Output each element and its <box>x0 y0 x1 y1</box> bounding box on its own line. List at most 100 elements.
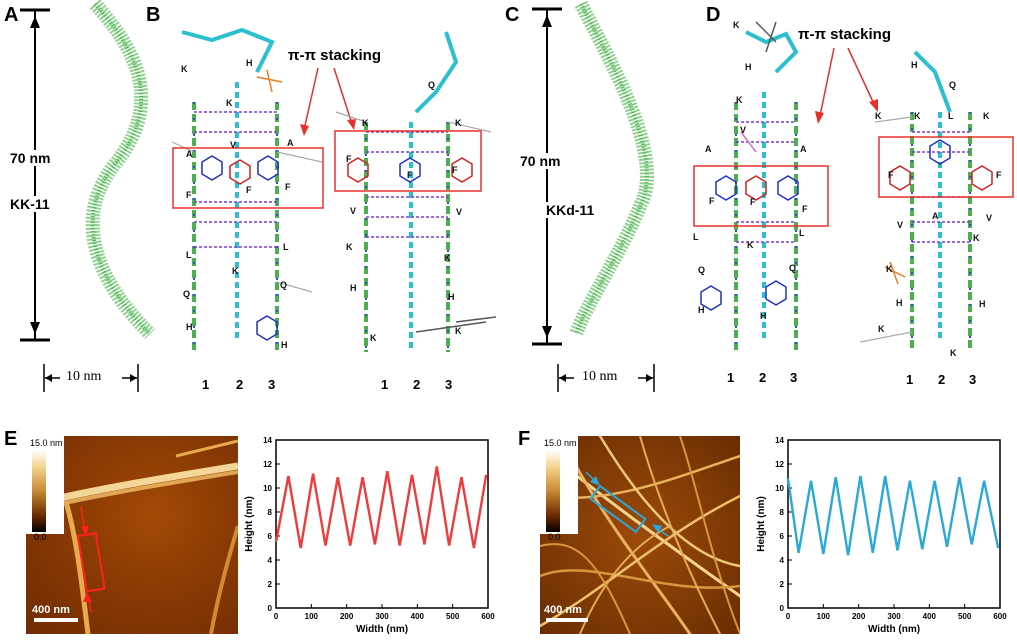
y-tick-label: 4 <box>780 556 785 565</box>
scale-bar-label: 400 nm <box>32 604 70 616</box>
residue-label: F <box>888 170 894 180</box>
x-tick-label: 300 <box>887 612 901 621</box>
residue-label: Q <box>428 80 436 90</box>
afm-image-e: 15.0 nm 0.0 400 nm <box>26 436 238 634</box>
x-tick-label: 500 <box>958 612 972 621</box>
height-profile-line <box>274 466 488 549</box>
strand-number: 2 <box>236 377 244 392</box>
x-tick-label: 400 <box>411 612 425 621</box>
residue-label: K <box>950 348 957 358</box>
y-tick-label: 12 <box>263 460 272 469</box>
residue-label: K <box>878 324 885 334</box>
residue-label: K <box>362 118 369 128</box>
strand-number: 2 <box>938 372 946 387</box>
highlight-box-b-left <box>172 147 324 209</box>
height-profile-line <box>786 475 1000 556</box>
residue-label: V <box>230 140 237 150</box>
y-axis-label: Height (nm) <box>244 496 255 552</box>
residue-label: H <box>745 62 752 72</box>
panel-letter-c: C <box>505 4 520 26</box>
strand-number: 1 <box>906 372 914 387</box>
residue-label: F <box>246 185 252 195</box>
residue-label: A <box>186 149 193 159</box>
residue-label: H <box>698 305 705 315</box>
residue-label: V <box>897 220 904 230</box>
y-tick-label: 14 <box>263 436 272 445</box>
x-tick-label: 0 <box>786 612 791 621</box>
residue-label: K <box>455 118 462 128</box>
residue-label: H <box>186 322 193 332</box>
x-tick-label: 600 <box>481 612 495 621</box>
residue-label: V <box>740 125 747 135</box>
strand-number: 1 <box>202 377 210 392</box>
y-tick-label: 14 <box>775 436 784 445</box>
highlight-box-b-right <box>334 130 482 192</box>
y-tick-label: 6 <box>780 532 785 541</box>
highlight-box-d-right <box>878 136 1014 198</box>
strand-number: 3 <box>268 377 276 392</box>
residue-label: L <box>693 232 699 242</box>
residue-label: K <box>875 111 882 121</box>
strand-number: 1 <box>381 377 389 392</box>
y-tick-label: 0 <box>268 604 273 613</box>
panel-letter-f: F <box>518 428 531 450</box>
peptide-structure-b-right <box>335 31 497 352</box>
residue-label: F <box>285 182 291 192</box>
y-axis-label: Height (nm) <box>756 496 767 552</box>
colorbar-max-label: 15.0 nm <box>30 438 63 448</box>
residue-label: K <box>973 233 980 243</box>
x-tick-label: 200 <box>852 612 866 621</box>
residue-label: H <box>896 298 903 308</box>
residue-label: F <box>346 154 352 164</box>
peptide-structure-d-right <box>859 50 993 352</box>
colorbar-max-label: 15.0 nm <box>544 438 577 448</box>
y-tick-label: 6 <box>268 532 273 541</box>
residue-label: K <box>886 264 893 274</box>
residue-label: Q <box>949 80 957 90</box>
residue-label: F <box>709 196 715 206</box>
height-profile-chart-f: 0 100 200 300 400 500 600 0 2 4 6 8 10 12 14 Width (nm)… <box>756 436 1007 635</box>
residue-label: A <box>932 211 939 221</box>
y-tick-label: 8 <box>780 508 785 517</box>
fibril-name-c: KKd-11 <box>546 202 595 218</box>
residue-label: H <box>448 292 455 302</box>
colorbar-e <box>26 436 64 534</box>
y-tick-label: 2 <box>780 580 785 589</box>
peptide-structure-d-left <box>700 21 799 352</box>
y-tick-label: 2 <box>268 580 273 589</box>
strand-number: 3 <box>790 370 798 385</box>
residue-label: L <box>186 250 192 260</box>
y-tick-label: 12 <box>775 460 784 469</box>
fibril-model-c <box>569 0 654 337</box>
height-profile-chart-e: 0 100 200 300 400 500 600 0 2 4 6 8 10 12 14 Width (nm)… <box>244 436 495 635</box>
residue-label: F <box>186 190 192 200</box>
residue-label: H <box>246 58 253 68</box>
residue-label: A <box>287 138 294 148</box>
residue-label: K <box>733 20 740 30</box>
x-tick-label: 0 <box>274 612 279 621</box>
x-tick-label: 600 <box>993 612 1007 621</box>
strand-number: 1 <box>727 370 735 385</box>
residue-label: H <box>350 283 357 293</box>
panel-letter-b: B <box>146 4 161 26</box>
residue-label: K <box>181 64 188 74</box>
strand-number: 2 <box>759 370 767 385</box>
width-arrow-c <box>557 364 655 392</box>
residue-label: H <box>911 60 918 70</box>
scale-bar-label: 400 nm <box>544 604 582 616</box>
residue-label: H <box>281 340 288 350</box>
residue-label: F <box>407 170 413 180</box>
afm-image-f: 15.0 nm 0.0 400 nm <box>540 436 740 634</box>
x-tick-label: 500 <box>446 612 460 621</box>
colorbar-f <box>540 436 578 534</box>
pi-stacking-arrows-b <box>300 67 356 136</box>
residue-label: K <box>983 111 990 121</box>
residue-label: L <box>799 228 805 238</box>
x-tick-label: 300 <box>375 612 389 621</box>
residue-label: F <box>452 165 458 175</box>
strand-number: 3 <box>445 377 453 392</box>
x-tick-label: 100 <box>305 612 319 621</box>
residue-label: K <box>914 111 921 121</box>
residue-label: K <box>226 98 233 108</box>
panel-letter-d: D <box>706 4 721 26</box>
